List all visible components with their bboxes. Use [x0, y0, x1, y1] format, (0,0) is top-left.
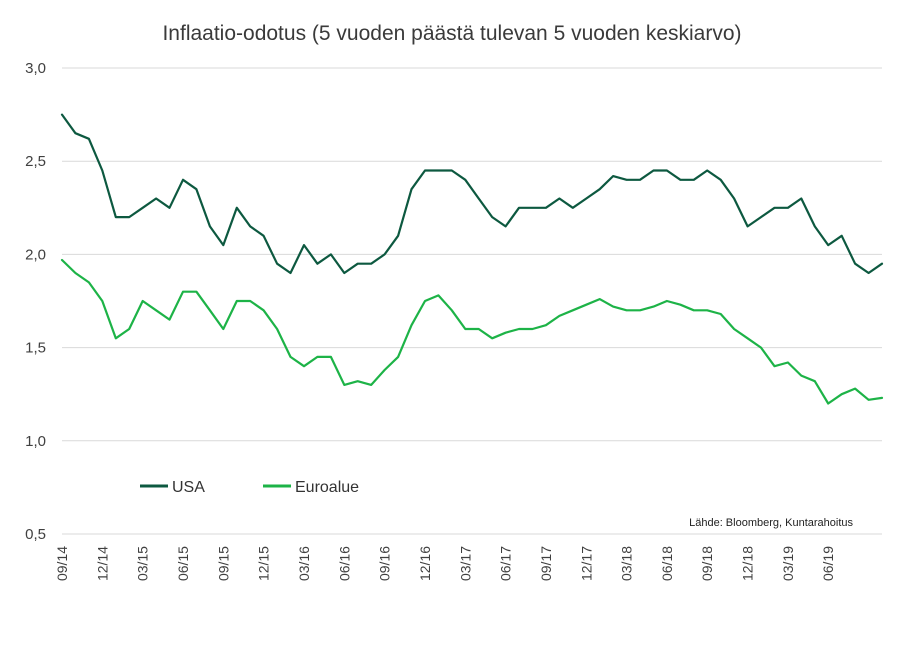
x-tick-label: 06/16 — [336, 546, 352, 581]
x-tick-label: 06/17 — [498, 546, 514, 581]
y-tick-label: 0,5 — [25, 526, 46, 543]
y-tick-label: 1,5 — [25, 340, 46, 357]
series-line-usa — [60, 113, 884, 275]
x-tick-label: 09/14 — [54, 546, 70, 581]
chart-title: Inflaatio-odotus (5 vuoden päästä tuleva… — [162, 22, 741, 45]
x-tick-label: 03/16 — [296, 546, 312, 581]
x-tick-label: 09/15 — [215, 546, 231, 581]
x-tick-label: 03/18 — [619, 546, 635, 581]
y-axis-ticks: 0,5 1,0 1,5 2,0 2,5 3,0 — [25, 60, 46, 543]
series-lines — [60, 113, 884, 405]
y-tick-label: 2,5 — [25, 153, 46, 170]
x-tick-label: 03/15 — [135, 546, 151, 581]
legend: USA Euroalue — [140, 479, 359, 496]
gridlines — [62, 67, 882, 535]
y-tick-label: 2,0 — [25, 246, 46, 263]
x-tick-label: 12/16 — [417, 546, 433, 581]
x-tick-label: 06/15 — [175, 546, 191, 581]
series-line-euroalue — [60, 258, 884, 405]
x-tick-label: 09/18 — [699, 546, 715, 581]
x-axis-ticks: 09/14 12/14 03/15 06/15 09/15 12/15 03/16 06/16… — [54, 546, 836, 581]
x-tick-label: 03/17 — [457, 546, 473, 581]
x-tick-label: 12/15 — [256, 546, 272, 581]
x-tick-label: 09/16 — [377, 546, 393, 581]
legend-label-euroalue: Euroalue — [295, 479, 359, 496]
y-tick-label: 1,0 — [25, 433, 46, 450]
x-tick-label: 06/18 — [659, 546, 675, 581]
x-tick-label: 12/14 — [94, 546, 110, 581]
source-note: Lähde: Bloomberg, Kuntarahoitus — [689, 517, 853, 529]
x-tick-label: 09/17 — [538, 546, 554, 581]
y-tick-label: 3,0 — [25, 60, 46, 77]
x-tick-label: 03/19 — [780, 546, 796, 581]
legend-label-usa: USA — [172, 479, 205, 496]
x-tick-label: 12/17 — [578, 546, 594, 581]
x-tick-label: 06/19 — [820, 546, 836, 581]
x-tick-label: 12/18 — [740, 546, 756, 581]
